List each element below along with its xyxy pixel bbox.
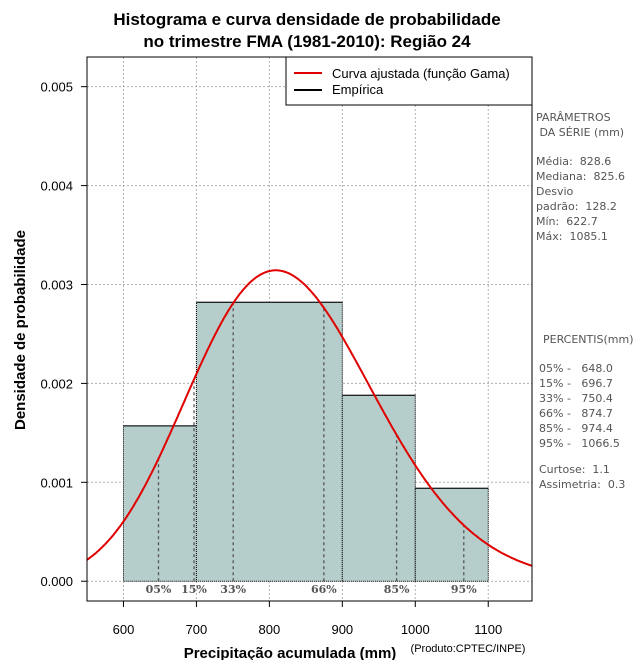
- credit-label: (Produto:CPTEC/INPE): [411, 643, 526, 655]
- percentile-lines: [157, 303, 465, 582]
- fitted-curve-group: [86, 269, 533, 567]
- legend: Curva ajustada (função Gama) Empírica: [285, 56, 533, 106]
- chart-title-line1: Histograma e curva densidade de probabil…: [113, 10, 500, 29]
- chart-title-line2: no trimestre FMA (1981-2010): Região 24: [143, 32, 471, 51]
- percentile-label: 33%: [220, 583, 246, 596]
- x-tick-label: 700: [186, 622, 208, 637]
- x-tick-label: 1000: [401, 622, 430, 637]
- legend-curve-label: Curva ajustada (função Gama): [332, 66, 510, 81]
- percentile-label: 85%: [384, 583, 410, 596]
- y-tick-label: 0.005: [40, 80, 73, 95]
- percentile-label: 66%: [311, 583, 337, 596]
- percentis-title: PERCENTIS(mm): [543, 333, 634, 346]
- y-tick-label: 0.001: [40, 475, 73, 490]
- fitted-gamma-curve: [86, 269, 533, 567]
- y-axis-label: Densidade de probabilidade: [12, 230, 29, 430]
- y-tick-label: 0.004: [40, 179, 73, 194]
- histogram-bar: [195, 301, 343, 582]
- histogram-bar: [341, 394, 416, 582]
- shape-stats-text: Curtose: 1.1 Assimetria: 0.3: [539, 463, 626, 491]
- legend-empirical-label: Empírica: [332, 82, 384, 97]
- y-tick-label: 0.002: [40, 376, 73, 391]
- y-tick-label: 0.000: [40, 574, 73, 589]
- percentile-label: 15%: [181, 583, 207, 596]
- percentile-labels: 05% 15% 33% 66% 85% 95%: [146, 583, 478, 596]
- x-tick-label: 900: [331, 622, 353, 637]
- y-axis: 0.000 0.001 0.002 0.003 0.004 0.005: [40, 80, 87, 589]
- params-title: PARÂMETROS DA SÉRIE (mm): [536, 111, 625, 139]
- percentile-label: 95%: [451, 583, 477, 596]
- params-text: Média: 828.6 Mediana: 825.6 Desvio padrã…: [536, 155, 625, 243]
- legend-box: [285, 56, 533, 106]
- x-tick-label: 600: [113, 622, 135, 637]
- x-axis: 600 700 800 900 1000 1100: [113, 601, 502, 637]
- y-tick-label: 0.003: [40, 277, 73, 292]
- x-axis-label: Precipitação acumulada (mm): [184, 645, 397, 660]
- histogram-bins: [122, 301, 489, 582]
- percentile-label: 05%: [146, 583, 172, 596]
- percentis-text: 05% - 648.0 15% - 696.7 33% - 750.4 66% …: [539, 362, 620, 450]
- histogram-bar: [414, 487, 489, 582]
- x-tick-label: 1100: [474, 622, 502, 637]
- x-tick-label: 800: [259, 622, 281, 637]
